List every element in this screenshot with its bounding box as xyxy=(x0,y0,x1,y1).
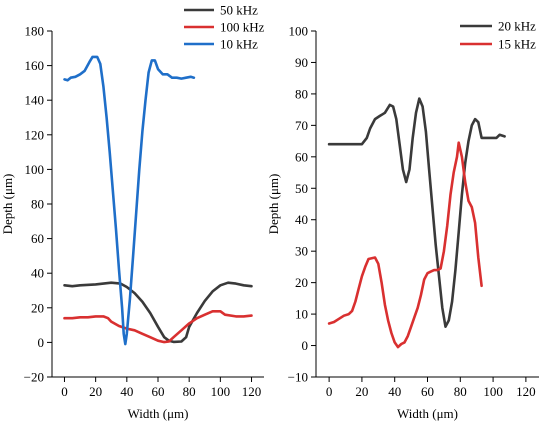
y-tick-label: 60 xyxy=(31,231,44,246)
series-line-100-khz xyxy=(63,310,253,344)
y-axis-title: Depth (μm) xyxy=(0,174,15,235)
y-tick-label: 60 xyxy=(295,149,308,164)
legend-label: 10 kHz xyxy=(220,37,258,52)
y-tick-label: 0 xyxy=(38,335,45,350)
x-tick-label: 120 xyxy=(516,384,536,399)
y-tick-label: −20 xyxy=(24,370,44,385)
x-tick-label: 20 xyxy=(89,384,102,399)
x-tick-label: 100 xyxy=(211,384,231,399)
y-tick-label: 90 xyxy=(295,55,308,70)
x-tick-label: 60 xyxy=(421,384,434,399)
legend-label: 15 kHz xyxy=(498,37,536,52)
y-tick-label: 40 xyxy=(31,266,44,281)
y-tick-label: 120 xyxy=(25,127,45,142)
y-tick-label: 180 xyxy=(25,24,45,39)
x-tick-label: 40 xyxy=(388,384,401,399)
right-panel: 0 20 40 60 80 100 120 −10 0 10 20 30 40 50 60 70 80 90 100… xyxy=(266,19,539,421)
y-tick-label: 0 xyxy=(302,338,309,353)
y-tick-label: 10 xyxy=(295,307,308,322)
legend-label: 50 kHz xyxy=(220,3,258,18)
series-line-15-khz xyxy=(327,141,483,349)
x-tick-label: 40 xyxy=(120,384,133,399)
x-tick-label: 80 xyxy=(454,384,467,399)
y-tick-label: 50 xyxy=(295,181,308,196)
y-tick-label: 80 xyxy=(295,86,308,101)
y-tick-label: 20 xyxy=(295,275,308,290)
x-tick-label: 0 xyxy=(326,384,333,399)
series-line-10-khz xyxy=(63,55,196,346)
x-tick-label: 100 xyxy=(483,384,503,399)
y-tick-label: 40 xyxy=(295,212,308,227)
series-line-20-khz xyxy=(327,97,506,328)
y-axis-title: Depth (μm) xyxy=(266,174,281,235)
y-tick-label: −10 xyxy=(288,370,308,385)
x-axis-title: Width (μm) xyxy=(397,406,458,421)
y-tick-label: 20 xyxy=(31,300,44,315)
left-panel: 0 20 40 60 80 100 120 −20 0 20 40 60 80 100 120 140 160 1… xyxy=(0,3,265,422)
x-tick-label: 120 xyxy=(242,384,262,399)
legend-label: 100 kHz xyxy=(220,20,265,35)
y-tick-label: 100 xyxy=(25,162,45,177)
y-tick-label: 30 xyxy=(295,244,308,259)
x-tick-label: 20 xyxy=(355,384,368,399)
y-tick-label: 100 xyxy=(289,24,309,39)
x-tick-label: 60 xyxy=(152,384,165,399)
x-axis-title: Width (μm) xyxy=(128,406,189,421)
y-tick-label: 160 xyxy=(25,58,45,73)
x-tick-label: 0 xyxy=(61,384,68,399)
y-tick-label: 80 xyxy=(31,197,44,212)
y-tick-label: 140 xyxy=(25,93,45,108)
y-tick-label: 70 xyxy=(295,118,308,133)
x-tick-label: 80 xyxy=(183,384,196,399)
legend-label: 20 kHz xyxy=(498,19,536,34)
